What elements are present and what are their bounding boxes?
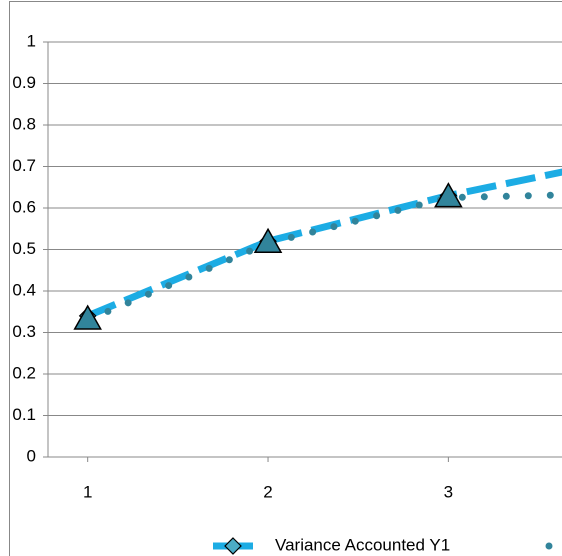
legend-marker	[224, 537, 242, 555]
chart-frame	[9, 1, 562, 556]
legend-label: Variance Accounted Y1	[275, 535, 450, 554]
y-tick-label: 0.1	[12, 405, 36, 424]
x-tick-label: 1	[83, 482, 92, 501]
series-line	[84, 191, 562, 324]
y-tick-label: 0.4	[12, 280, 36, 299]
y-tick-label: 0.9	[12, 73, 36, 92]
y-tick-label: 0.6	[12, 197, 36, 216]
y-tick-label: 0	[27, 446, 36, 465]
marker	[73, 304, 102, 330]
legend-swatch	[545, 542, 553, 550]
marker	[253, 227, 283, 254]
y-tick-label: 0.3	[12, 322, 36, 341]
y-tick-label: 0.8	[12, 114, 36, 133]
y-tick-label: 0.5	[12, 239, 36, 258]
marker	[434, 182, 463, 208]
y-tick-label: 1	[27, 31, 36, 50]
x-tick-label: 3	[444, 482, 453, 501]
y-tick-label: 0.2	[12, 363, 36, 382]
x-tick-label: 2	[263, 482, 272, 501]
series-line	[86, 168, 562, 320]
y-tick-label: 0.7	[12, 156, 36, 175]
